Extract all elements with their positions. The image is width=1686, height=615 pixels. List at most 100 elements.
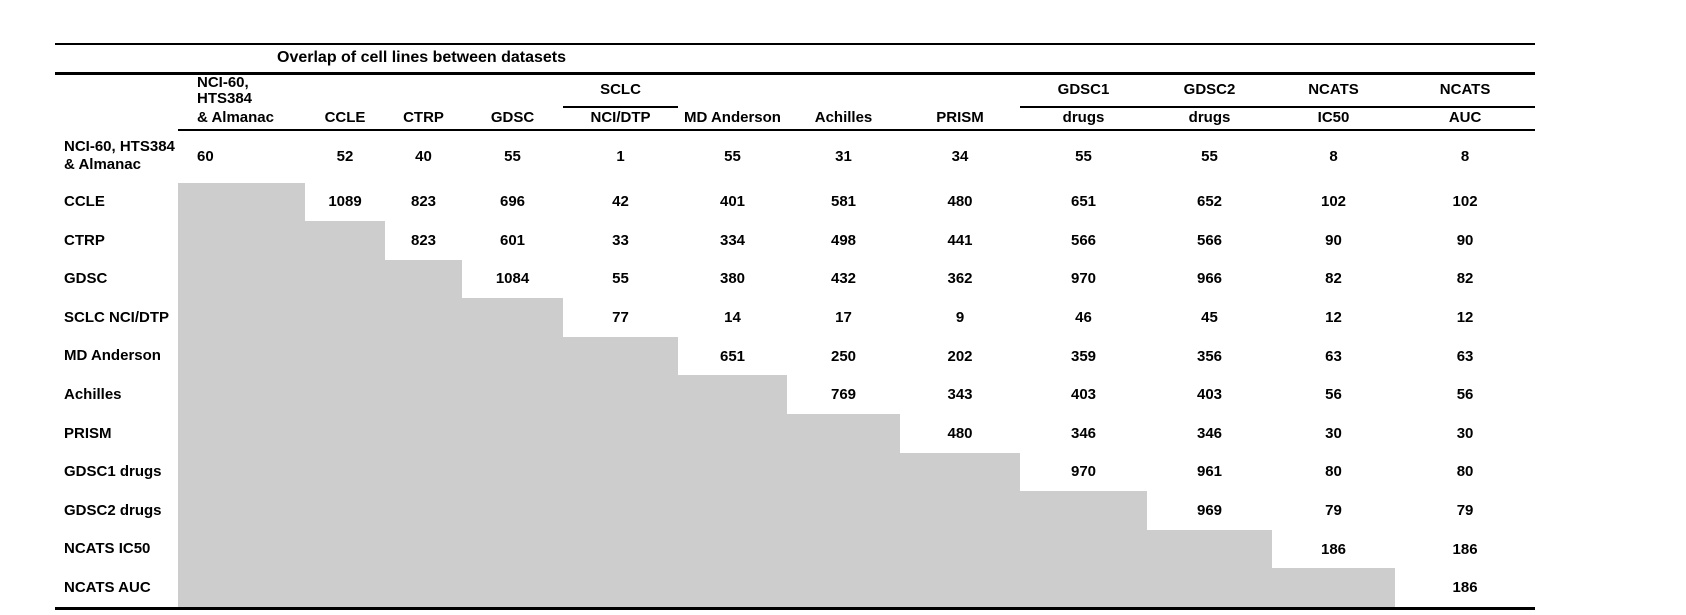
row-label-line1: SCLC NCI/DTP — [64, 308, 169, 326]
shaded-cell — [787, 491, 900, 530]
row-label: GDSC1 drugs — [55, 452, 178, 492]
table-row: CCLE 1089 823 696 42 401 581 480 651 652 102 102 — [55, 182, 1535, 222]
shaded-cell — [305, 221, 385, 260]
shaded-cell — [1147, 568, 1272, 609]
value-cell: 45 — [1201, 309, 1218, 327]
value-cell: 823 — [410, 231, 437, 249]
shaded-cell — [462, 568, 563, 609]
col-header-top: GDSC1 — [1020, 73, 1147, 108]
col-header-top — [787, 74, 900, 107]
col-header-bottom: CTRP — [385, 106, 462, 131]
value-cell: 34 — [951, 148, 969, 165]
value-cell: 343 — [947, 386, 973, 404]
value-cell: 651 — [719, 347, 746, 365]
shaded-cell — [900, 491, 1020, 530]
shaded-cell — [787, 529, 900, 569]
col-header-bottom: AUC — [1395, 106, 1536, 131]
col-header-top — [385, 74, 462, 107]
row-label: PRISM — [55, 414, 178, 453]
value-cell: 30 — [1456, 424, 1474, 442]
value-cell: 970 — [1070, 463, 1097, 481]
value-cell: 60 — [197, 148, 214, 165]
header-row-top: NCI-60, HTS384 SCLC GDSC1 GDSC2 NCATS NC… — [55, 73, 1536, 108]
col-header-bottom: CCLE — [305, 106, 385, 131]
value-cell: 651 — [1070, 193, 1097, 211]
value-cell: 63 — [1325, 347, 1342, 365]
row-label: Achilles — [55, 375, 178, 415]
value-cell: 8 — [1329, 148, 1338, 165]
value-cell: 346 — [1196, 424, 1223, 442]
shaded-cell — [178, 182, 305, 222]
value-cell: 40 — [415, 148, 432, 165]
table-row: PRISM 480 346 346 30 30 — [55, 414, 1535, 453]
shaded-cell — [563, 375, 678, 415]
value-cell: 82 — [1325, 270, 1342, 288]
table-row: SCLC NCI/DTP 77 14 17 9 46 45 12 12 — [55, 298, 1535, 337]
row-label: SCLC NCI/DTP — [55, 298, 178, 337]
shaded-cell — [385, 298, 462, 337]
shaded-cell — [563, 452, 678, 492]
row-label-line1: MD Anderson — [64, 347, 161, 365]
row-label-line1: GDSC — [64, 270, 108, 288]
value-cell: 55 — [504, 148, 521, 165]
shaded-cell — [1147, 529, 1272, 569]
table-body: NCI-60, HTS384 & Almanac 60 52 40 55 1 55 31 34 55… — [55, 129, 1535, 609]
value-cell: 186 — [1320, 540, 1347, 558]
table-title: Overlap of cell lines between datasets — [55, 43, 1536, 75]
shaded-cell — [563, 529, 678, 569]
overlap-table: Overlap of cell lines between datasets N… — [55, 43, 1536, 611]
value-cell: 696 — [499, 193, 526, 211]
row-label-line1: NCATS IC50 — [64, 540, 151, 558]
value-cell: 42 — [612, 193, 629, 211]
value-cell: 250 — [830, 347, 857, 365]
shaded-cell — [178, 452, 305, 492]
shaded-cell — [178, 336, 305, 376]
value-cell: 17 — [835, 309, 852, 327]
value-cell: 14 — [724, 309, 741, 327]
header-corner-cell — [55, 107, 178, 130]
shaded-cell — [900, 529, 1020, 569]
value-cell: 102 — [1320, 193, 1347, 211]
value-cell: 601 — [499, 231, 526, 249]
shaded-cell — [385, 452, 462, 492]
col-header-bottom: Achilles — [787, 106, 900, 131]
shaded-cell — [178, 259, 305, 299]
col-header-bottom: drugs — [1020, 106, 1147, 131]
shaded-cell — [1272, 568, 1395, 609]
shaded-cell — [462, 414, 563, 453]
shaded-cell — [1020, 529, 1147, 569]
shaded-cell — [305, 452, 385, 492]
shaded-cell — [178, 414, 305, 453]
shaded-cell — [1020, 568, 1147, 609]
row-label: MD Anderson — [55, 336, 178, 376]
value-cell: 90 — [1325, 231, 1342, 249]
value-cell: 31 — [835, 148, 852, 165]
shaded-cell — [305, 529, 385, 569]
col-header-top: NCATS — [1272, 73, 1395, 108]
col-header-top — [678, 74, 787, 107]
value-cell: 566 — [1070, 231, 1097, 249]
shaded-cell — [305, 491, 385, 530]
value-cell: 966 — [1196, 270, 1223, 288]
row-label: NCATS IC50 — [55, 529, 178, 569]
col-header-bottom: IC50 — [1272, 106, 1395, 131]
shaded-cell — [678, 452, 787, 492]
shaded-cell — [178, 529, 305, 569]
row-label: GDSC2 drugs — [55, 491, 178, 530]
shaded-cell — [305, 414, 385, 453]
value-cell: 480 — [947, 424, 973, 442]
header-row-bottom: & Almanac CCLE CTRP GDSC NCI/DTP MD Ande… — [55, 106, 1536, 131]
value-cell: 1 — [616, 148, 625, 165]
row-label-line1: GDSC1 drugs — [64, 463, 162, 481]
value-cell: 9 — [955, 309, 965, 327]
title-row: Overlap of cell lines between datasets — [55, 43, 1536, 75]
shaded-cell — [178, 221, 305, 260]
shaded-cell — [305, 375, 385, 415]
shaded-cell — [385, 336, 462, 376]
row-label-line1: NCATS AUC — [64, 578, 151, 596]
value-cell: 56 — [1456, 386, 1474, 404]
shaded-cell — [787, 568, 900, 609]
row-label: CCLE — [55, 182, 178, 222]
header-corner-cell — [55, 74, 178, 107]
shaded-cell — [385, 491, 462, 530]
